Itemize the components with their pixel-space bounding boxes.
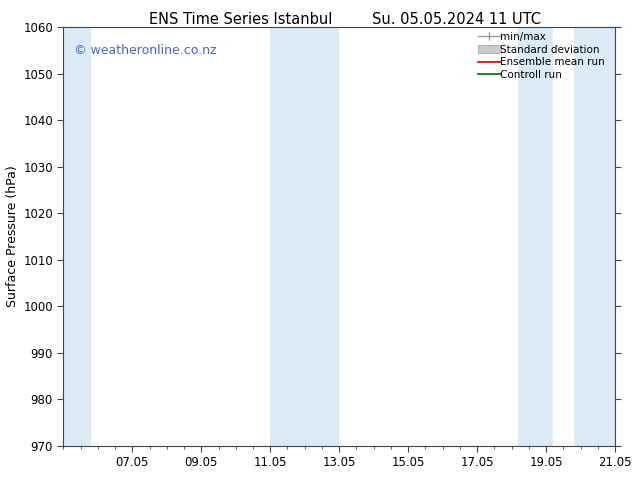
Bar [574, 27, 615, 446]
Bar [63, 27, 91, 446]
Bar [270, 27, 339, 446]
Y-axis label: Surface Pressure (hPa): Surface Pressure (hPa) [6, 166, 19, 307]
Text: Su. 05.05.2024 11 UTC: Su. 05.05.2024 11 UTC [372, 12, 541, 27]
Text: © weatheronline.co.nz: © weatheronline.co.nz [74, 44, 217, 57]
Text: ENS Time Series Istanbul: ENS Time Series Istanbul [149, 12, 333, 27]
Bar [519, 27, 553, 446]
Legend: min/max, Standard deviation, Ensemble mean run, Controll run: min/max, Standard deviation, Ensemble me… [475, 29, 613, 83]
